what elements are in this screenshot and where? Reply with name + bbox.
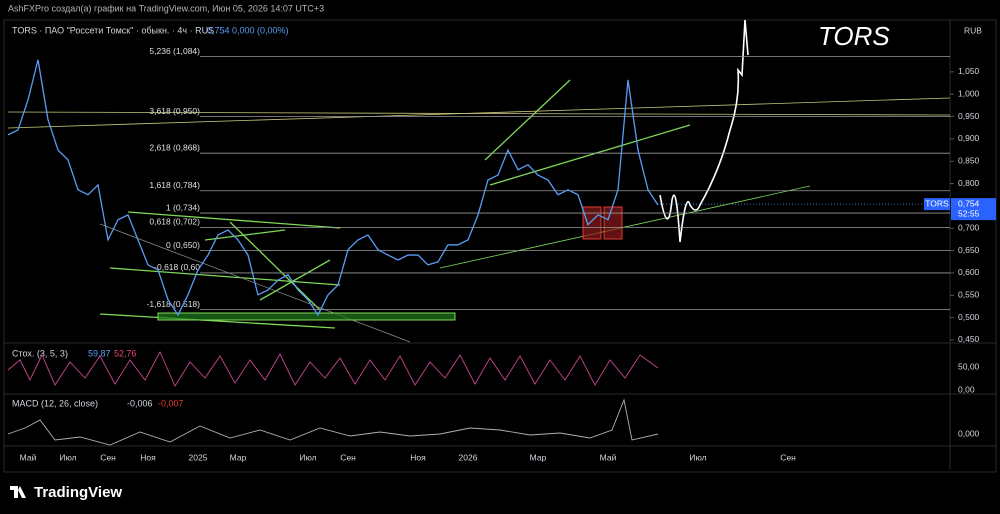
x-tick-label: Июл	[299, 452, 316, 462]
macd-value: -0,006	[127, 398, 153, 408]
fib-label: 1,618 (0,784)	[149, 180, 200, 190]
forecast-drawing	[659, 19, 749, 243]
x-tick-label: Ноя	[410, 452, 426, 462]
y-tick-label: 1,000	[958, 88, 980, 98]
y-tick-label: 0,950	[958, 111, 980, 121]
fib-label: 0,618 (0,702)	[149, 217, 200, 227]
fib-label: -0,618 (0,60	[154, 262, 200, 272]
logo-mark	[10, 486, 26, 498]
fib-label: 0 (0,650)	[166, 240, 200, 250]
fib-label: 1 (0,734)	[166, 202, 200, 212]
price-tag-ticker	[924, 198, 950, 211]
x-tick-label: Май	[600, 452, 617, 462]
x-tick-label: Май	[20, 452, 37, 462]
price-line	[7, 59, 659, 317]
channel-line	[7, 111, 951, 116]
x-tick-label: Мар	[530, 452, 547, 462]
x-tick-label: Сен	[340, 452, 356, 462]
y-tick-label: 0,850	[958, 155, 980, 165]
y-tick-label: 0,550	[958, 290, 980, 300]
y-tick-label: 0,450	[958, 334, 980, 344]
highlight-box	[603, 206, 623, 240]
macd-label: MACD (12, 26, close)	[12, 398, 98, 408]
y-tick-label: 0,800	[958, 178, 980, 188]
stoch-tick: 0,00	[958, 384, 975, 394]
fib-label: 5,236 (1,084)	[149, 46, 200, 56]
y-tick-label: 0,900	[958, 133, 980, 143]
quote: 0,754 0,000 (0,00%)	[207, 25, 289, 35]
x-tick-label: 2025	[189, 452, 208, 462]
y-tick-label: 0,500	[958, 312, 980, 322]
x-tick-label: Июл	[689, 452, 706, 462]
logo: TradingView	[34, 484, 122, 501]
x-tick-label: Сен	[780, 452, 796, 462]
stoch-k: 59,87	[88, 348, 111, 358]
author-line: AshFXPro создал(а) график на TradingView…	[8, 3, 324, 13]
x-tick-label: Мар	[230, 452, 247, 462]
y-tick-label: 1,050	[958, 66, 980, 76]
macd-tick: 0,000	[958, 428, 980, 438]
x-tick-label: Июл	[59, 452, 76, 462]
macd-line	[7, 398, 659, 446]
macd-signal: -0,007	[158, 398, 184, 408]
fib-label: 3,618 (0,950)	[149, 106, 200, 116]
highlight-box	[582, 206, 602, 240]
chart-frame	[3, 19, 997, 473]
fib-label: 2,618 (0,868)	[149, 142, 200, 152]
support-zone	[157, 312, 456, 321]
channel-line	[7, 97, 951, 129]
stoch-label: Стох. (3, 5, 3)	[12, 348, 68, 358]
price-tag-ticker-text: TORS	[925, 198, 949, 208]
stoch-line	[7, 350, 659, 387]
x-tick-label: 2026	[459, 452, 478, 462]
y-tick-label: 0,650	[958, 245, 980, 255]
symbol-title: TORS · ПАО "Россети Томск" · обыкн. · 4ч…	[12, 25, 214, 35]
x-tick-label: Ноя	[140, 452, 156, 462]
price-tag-value: 0,754	[958, 198, 980, 208]
currency: RUB	[964, 25, 982, 35]
x-tick-label: Сен	[100, 452, 116, 462]
plot: 0,4500,5000,5500,6000,6500,7000,7500,800…	[7, 46, 996, 462]
y-tick-label: 0,700	[958, 223, 980, 233]
stoch-tick: 50,00	[958, 361, 980, 371]
stoch-d: 52,76	[114, 348, 137, 358]
fib-label: -1,618 (0,518)	[147, 299, 201, 309]
y-tick-label: 0,600	[958, 267, 980, 277]
price-tag	[951, 198, 996, 221]
ticker-annotation: TORS	[818, 21, 890, 51]
price-tag-countdown: 52:55	[958, 208, 980, 218]
